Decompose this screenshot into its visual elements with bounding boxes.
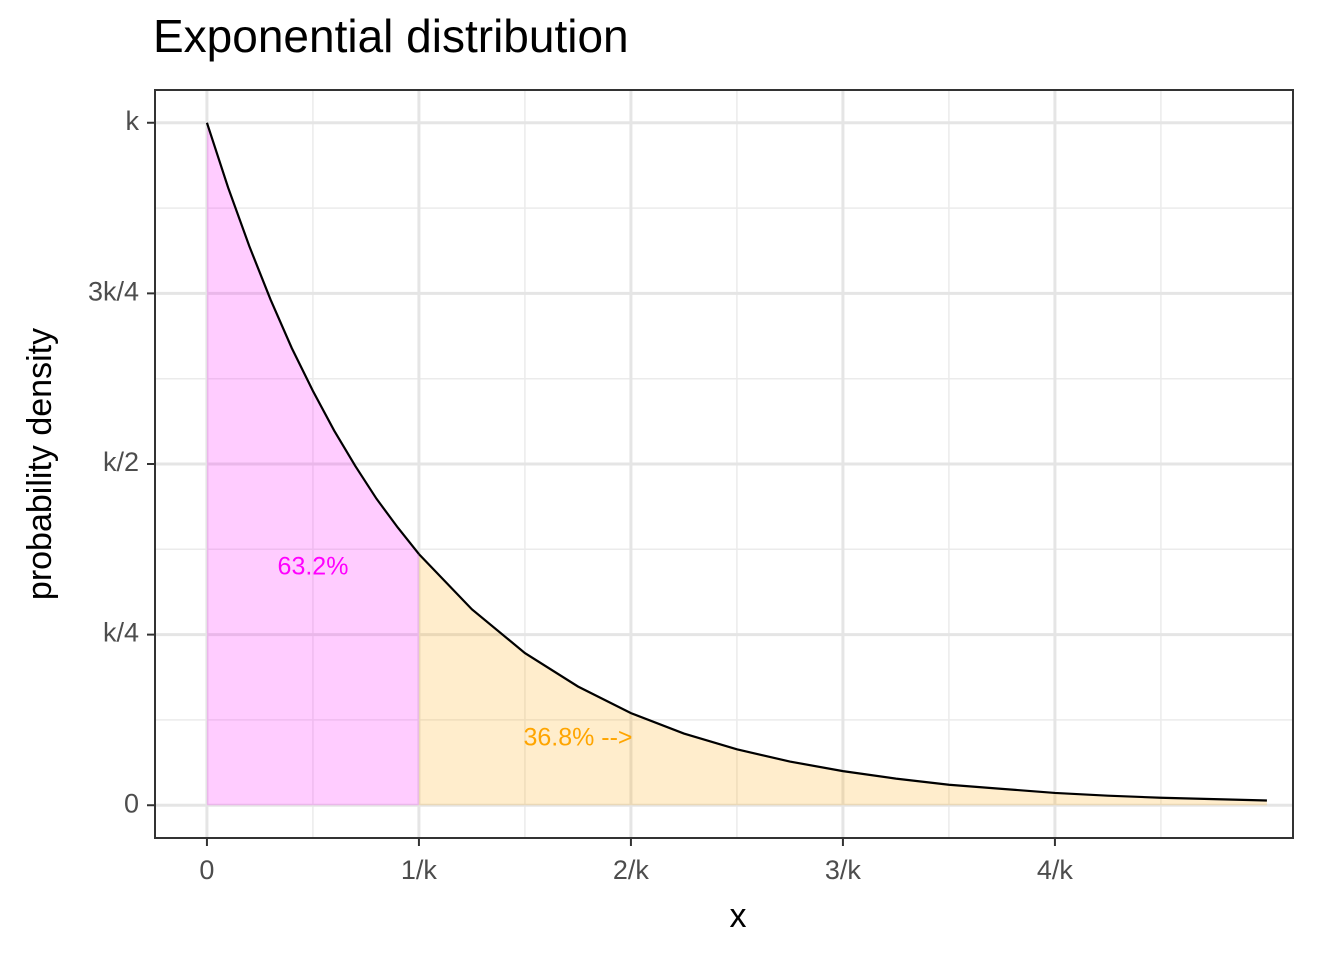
area bbox=[206, 122, 419, 806]
x-axis-title: x bbox=[730, 897, 747, 935]
y-tick-label: k/4 bbox=[103, 618, 139, 648]
annotation: 36.8% --> bbox=[523, 724, 632, 752]
y-tick-label: 3k/4 bbox=[88, 277, 139, 307]
x-tick-label: 4/k bbox=[1037, 855, 1074, 885]
x-tick-label: 3/k bbox=[825, 855, 862, 885]
y-tick-label: 0 bbox=[124, 788, 139, 818]
panel-border bbox=[154, 89, 1294, 839]
x-tick-label: 1/k bbox=[401, 855, 438, 885]
curve bbox=[418, 553, 1267, 802]
y-axis-title: probability density bbox=[21, 328, 59, 600]
x-tick-label: 2/k bbox=[613, 855, 650, 885]
annotation: 63.2% bbox=[278, 553, 349, 581]
y-tick-label: k bbox=[126, 106, 140, 136]
area bbox=[418, 554, 1267, 806]
curve bbox=[205, 122, 420, 555]
x-tick-label: 0 bbox=[199, 855, 214, 885]
y-tick-label: k/2 bbox=[103, 447, 139, 477]
chart-title: Exponential distribution bbox=[153, 10, 629, 62]
